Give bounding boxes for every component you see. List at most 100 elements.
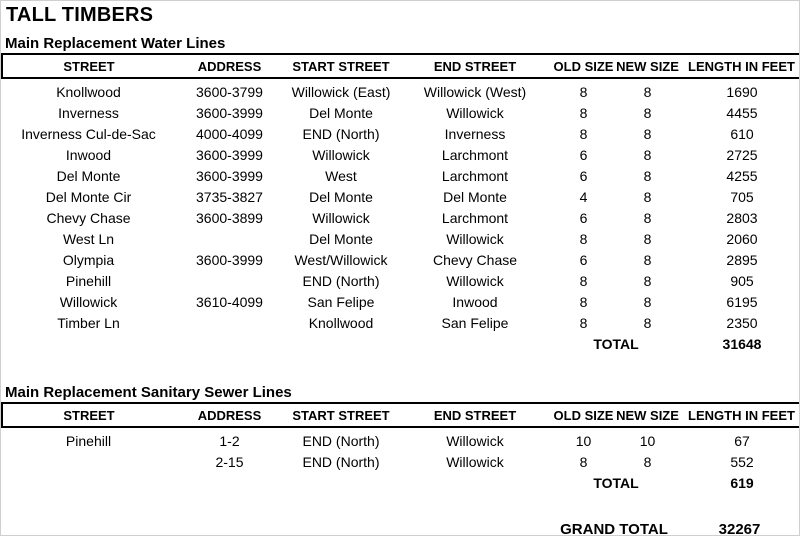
table-cell: 4255 [726, 167, 758, 184]
table-row: Inverness Cul-de-Sac 4000-4099 END (North)… [2, 123, 799, 144]
table-cell: 8 [579, 314, 588, 331]
table-cell: 8 [643, 293, 652, 310]
table-cell: 2803 [726, 209, 758, 226]
column-header: NEW SIZE [615, 53, 680, 79]
table-cell: 8 [643, 209, 652, 226]
total-row: TOTAL 31648 [2, 333, 799, 354]
table-row: Timber Ln Knollwood San Felipe 8 8 2350 [2, 312, 799, 333]
table-cell: 8 [643, 314, 652, 331]
table-row: Inwood 3600-3999 Willowick Larchmont 6 8 2725 [2, 144, 799, 165]
column-header: STREET [1, 402, 175, 428]
header-row: STREET ADDRESS START STREET END STREET OLD S… [1, 402, 799, 428]
table-cell: Knollwood [56, 83, 121, 100]
table-cell: Willowick (West) [423, 83, 527, 100]
column-header: ADDRESS [175, 53, 284, 79]
table-cell: 1690 [726, 83, 758, 100]
table-cell: 3600-3999 [196, 104, 263, 121]
table-row: Del Monte 3600-3999 West Larchmont 6 8 4255 [2, 165, 799, 186]
table-cell [175, 312, 284, 333]
table-cell: 3600-3999 [196, 146, 263, 163]
page-title: TALL TIMBERS [6, 4, 154, 26]
column-header: OLD SIZE [552, 53, 615, 79]
table-cell: West/Willowick [294, 251, 388, 268]
table-cell: Willowick [446, 104, 504, 121]
table-cell: Knollwood [308, 314, 374, 331]
table-cell: 8 [643, 453, 652, 470]
column-header: NEW SIZE [615, 402, 680, 428]
grand-total-value: 32267 [718, 521, 761, 536]
table-cell: 552 [730, 453, 754, 470]
column-header: END STREET [398, 402, 552, 428]
table-cell: Willowick [446, 453, 504, 470]
table-row: Inverness 3600-3999 Del Monte Willowick 8 8 44… [2, 102, 799, 123]
table-cell: 2895 [726, 251, 758, 268]
table-cell: 2725 [726, 146, 758, 163]
table-cell: 4000-4099 [196, 125, 263, 142]
table-cell: Willowick [312, 209, 370, 226]
table-cell: Del Monte [309, 104, 373, 121]
total-label: TOTAL [593, 474, 639, 491]
table-cell: 8 [579, 293, 588, 310]
table-cell: 8 [643, 272, 652, 289]
table-cell: 8 [643, 83, 652, 100]
table-cell [175, 228, 284, 249]
table-cell: Willowick [312, 146, 370, 163]
table-cell: END (North) [302, 272, 380, 289]
table-cell: 610 [730, 125, 754, 142]
table-cell: Inverness [444, 125, 506, 142]
column-header: STREET [1, 53, 175, 79]
table-cell: 3600-3899 [196, 209, 263, 226]
table-cell: San Felipe [307, 293, 375, 310]
column-header: OLD SIZE [552, 402, 615, 428]
table-cell: 6 [579, 209, 588, 226]
table-cell: 705 [730, 188, 754, 205]
table-cell: 8 [579, 272, 588, 289]
sewer-lines-section-title: Main Replacement Sanitary Sewer Lines [5, 384, 292, 401]
table-cell: 8 [643, 104, 652, 121]
table-row: West Ln Del Monte Willowick 8 8 2060 [2, 228, 799, 249]
table-cell: 67 [734, 432, 750, 449]
table-cell: Del Monte [56, 167, 121, 184]
table-cell: END (North) [302, 125, 380, 142]
total-row-spacer [2, 472, 552, 493]
table-cell: 2060 [726, 230, 758, 247]
table-row: Knollwood 3600-3799 Willowick (East) Willow… [2, 78, 799, 102]
table-cell: Pinehill [65, 432, 112, 449]
column-header: START STREET [284, 402, 398, 428]
total-row: TOTAL 619 [2, 472, 799, 493]
table-cell: Del Monte [309, 230, 373, 247]
table-cell: 8 [643, 167, 652, 184]
table-cell: 10 [639, 432, 656, 449]
table-row: Chevy Chase 3600-3899 Willowick Larchmont 6 8… [2, 207, 799, 228]
table-cell: Inverness [58, 104, 119, 121]
table-cell: West Ln [62, 230, 115, 247]
column-header: LENGTH IN FEET [680, 402, 799, 428]
table-cell: 8 [579, 230, 588, 247]
table-cell: Inverness Cul-de-Sac [21, 125, 156, 142]
table-cell: Inwood [452, 293, 498, 310]
table-cell: San Felipe [441, 314, 509, 331]
header-row: STREET ADDRESS START STREET END STREET OLD S… [1, 53, 799, 79]
grand-total-label: GRAND TOTAL [560, 521, 668, 536]
column-header: START STREET [284, 53, 398, 79]
table-cell: 6195 [726, 293, 758, 310]
table-cell [175, 270, 284, 291]
table-cell: 3610-4099 [196, 293, 263, 310]
table-cell: 6 [579, 251, 588, 268]
table-cell: 2-15 [215, 453, 244, 470]
table-cell: 905 [730, 272, 754, 289]
table-cell: 6 [579, 146, 588, 163]
table-cell: 8 [643, 251, 652, 268]
table-cell: 10 [575, 432, 592, 449]
table-cell: Pinehill [65, 272, 112, 289]
table-cell: Del Monte [309, 188, 373, 205]
table-cell: Timber Ln [57, 314, 120, 331]
table-cell: 6 [579, 167, 588, 184]
table-cell: 8 [579, 125, 588, 142]
table-cell: 1-2 [219, 432, 240, 449]
table-cell: 2350 [726, 314, 758, 331]
table-cell: 4 [579, 188, 588, 205]
table-cell: Del Monte [443, 188, 507, 205]
table-cell [2, 451, 175, 472]
